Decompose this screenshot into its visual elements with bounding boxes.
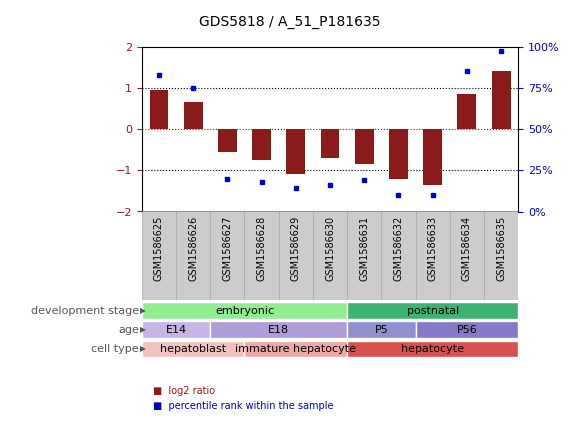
Text: GSM1586632: GSM1586632: [394, 216, 404, 281]
Bar: [210, 212, 244, 300]
Bar: [278, 212, 313, 300]
Text: hepatocyte: hepatocyte: [401, 344, 464, 354]
Text: GSM1586630: GSM1586630: [325, 216, 335, 281]
Bar: [142, 321, 210, 338]
Text: GSM1586626: GSM1586626: [188, 216, 198, 281]
Text: development stage: development stage: [31, 306, 139, 316]
Bar: [244, 212, 278, 300]
Bar: [176, 212, 210, 300]
Bar: [142, 302, 347, 319]
Bar: [218, 129, 237, 152]
Text: GSM1586635: GSM1586635: [496, 216, 506, 281]
Text: E14: E14: [166, 325, 186, 335]
Text: P56: P56: [456, 325, 477, 335]
Text: ■  log2 ratio: ■ log2 ratio: [153, 386, 215, 396]
Text: GSM1586625: GSM1586625: [154, 216, 164, 281]
Bar: [252, 129, 271, 160]
Bar: [389, 129, 408, 179]
Text: GDS5818 / A_51_P181635: GDS5818 / A_51_P181635: [199, 15, 380, 29]
Text: GSM1586634: GSM1586634: [462, 216, 472, 281]
Text: GSM1586629: GSM1586629: [291, 216, 301, 281]
Text: ▶: ▶: [140, 344, 146, 354]
Bar: [321, 129, 339, 158]
Bar: [142, 341, 244, 357]
Bar: [457, 94, 477, 129]
Text: embryonic: embryonic: [215, 306, 274, 316]
Text: ▶: ▶: [140, 306, 146, 316]
Bar: [287, 129, 305, 174]
Text: GSM1586627: GSM1586627: [222, 216, 232, 281]
Bar: [416, 212, 450, 300]
Bar: [142, 212, 176, 300]
Bar: [416, 321, 518, 338]
Bar: [184, 102, 203, 129]
Bar: [450, 212, 484, 300]
Text: hepatoblast: hepatoblast: [160, 344, 226, 354]
Text: GSM1586628: GSM1586628: [256, 216, 266, 281]
Text: ■  percentile rank within the sample: ■ percentile rank within the sample: [153, 401, 334, 411]
Bar: [210, 321, 347, 338]
Bar: [347, 302, 518, 319]
Bar: [355, 129, 373, 164]
Bar: [313, 212, 347, 300]
Bar: [347, 321, 416, 338]
Text: GSM1586633: GSM1586633: [428, 216, 438, 281]
Text: E18: E18: [268, 325, 290, 335]
Bar: [484, 212, 518, 300]
Text: P5: P5: [375, 325, 389, 335]
Text: ▶: ▶: [140, 325, 146, 335]
Bar: [423, 129, 442, 185]
Text: cell type: cell type: [91, 344, 139, 354]
Bar: [149, 90, 168, 129]
Bar: [347, 341, 518, 357]
Bar: [492, 71, 511, 129]
Text: age: age: [118, 325, 139, 335]
Bar: [244, 341, 347, 357]
Text: postnatal: postnatal: [406, 306, 459, 316]
Text: GSM1586631: GSM1586631: [359, 216, 369, 281]
Bar: [347, 212, 382, 300]
Text: immature hepatocyte: immature hepatocyte: [235, 344, 356, 354]
Bar: [382, 212, 416, 300]
